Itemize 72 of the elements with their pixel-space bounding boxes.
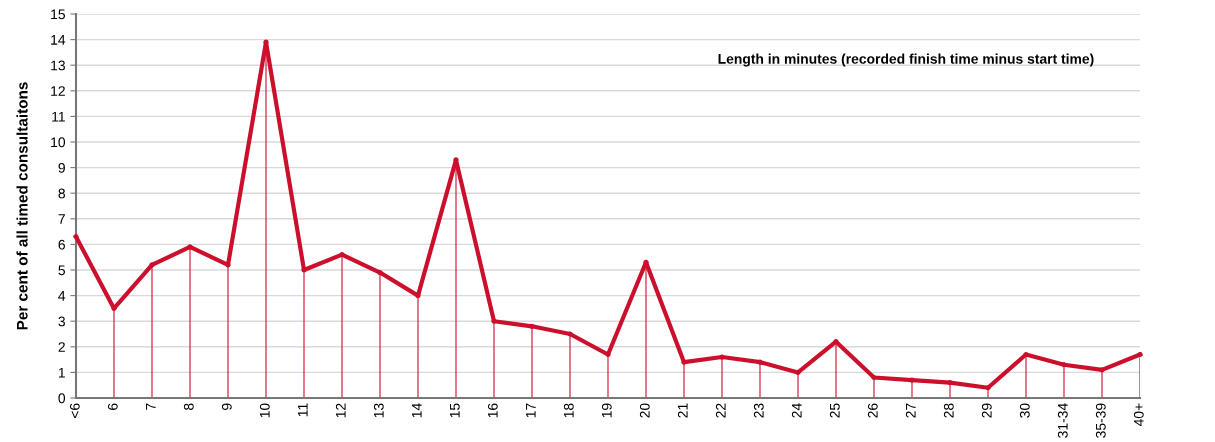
point	[871, 374, 877, 381]
point	[149, 262, 155, 268]
point	[643, 259, 649, 265]
y-tick-label: 13	[51, 60, 65, 71]
point	[415, 293, 421, 299]
point	[529, 323, 535, 329]
y-tick-label: 0	[58, 393, 66, 404]
point	[909, 377, 915, 383]
x-tick-label: 9	[221, 403, 232, 410]
point	[263, 39, 269, 45]
point	[187, 244, 193, 250]
x-tick-label: 11	[298, 403, 308, 417]
x-tick-label: 40+	[1133, 403, 1144, 427]
point	[453, 157, 459, 163]
point	[73, 234, 79, 240]
x-tick-label: 24	[791, 403, 802, 418]
x-tick-label: 22	[715, 403, 726, 418]
x-tick-label: 21	[677, 403, 688, 418]
y-tick-label: 7	[58, 214, 65, 224]
y-tick-label: 8	[58, 188, 65, 199]
x-tick-label: 15	[450, 403, 460, 418]
point	[225, 262, 231, 268]
x-tick-label: 8	[183, 403, 194, 410]
x-tick-label: 26	[867, 403, 878, 418]
point	[1099, 367, 1105, 373]
y-tick-label: 4	[58, 291, 66, 301]
x-tick-label: 12	[335, 403, 346, 418]
point	[1137, 351, 1143, 358]
point	[719, 354, 725, 360]
y-tick-label: 9	[58, 162, 65, 173]
x-tick-label: 20	[639, 403, 650, 418]
x-tick-label: 28	[943, 403, 954, 418]
point	[377, 269, 383, 276]
x-tick-label: 27	[905, 403, 916, 418]
y-tick-label: 1	[58, 367, 65, 378]
x-tick-label: 35-39	[1095, 403, 1106, 438]
x-tick-label: 25	[829, 403, 840, 418]
point	[795, 369, 801, 375]
point	[1061, 362, 1067, 368]
y-tick-label: 5	[58, 265, 65, 276]
point	[491, 318, 497, 324]
x-tick-label: 29	[981, 403, 992, 418]
x-tick-label: 14	[412, 403, 422, 418]
y-tick-label: 11	[52, 111, 65, 122]
x-tick-label: 31-34	[1057, 403, 1068, 438]
point	[339, 252, 345, 258]
x-tick-label: 17	[526, 403, 536, 418]
y-tick-label: 3	[58, 316, 65, 327]
y-tick-label: 6	[58, 239, 65, 250]
y-axis-title: Per cent of all timed consultaitons	[16, 82, 28, 330]
x-tick-label: 7	[146, 403, 156, 410]
x-tick-label: 16	[487, 403, 498, 418]
x-tick-label: 23	[753, 403, 764, 418]
point	[301, 267, 307, 273]
x-tick-label: 6	[107, 403, 118, 410]
y-tick-label: 10	[51, 137, 66, 148]
y-tick-label: 12	[51, 86, 65, 96]
point	[947, 380, 953, 386]
point	[681, 359, 687, 365]
x-tick-label: 30	[1019, 403, 1030, 418]
point	[567, 331, 573, 337]
point	[757, 359, 763, 365]
point	[985, 385, 991, 391]
x-tick-label: <6	[69, 403, 80, 419]
x-tick-label: 10	[259, 403, 270, 418]
annotation: Length in minutes (recorded finish time minus start time)	[718, 53, 1094, 67]
x-tick-label: 18	[563, 403, 574, 418]
y-tick-label: 15	[51, 9, 65, 20]
x-tick-label: 19	[601, 403, 612, 418]
y-tick-label: 14	[51, 35, 66, 45]
y-tick-label: 2	[58, 342, 65, 352]
x-tick-label: 13	[373, 403, 384, 418]
